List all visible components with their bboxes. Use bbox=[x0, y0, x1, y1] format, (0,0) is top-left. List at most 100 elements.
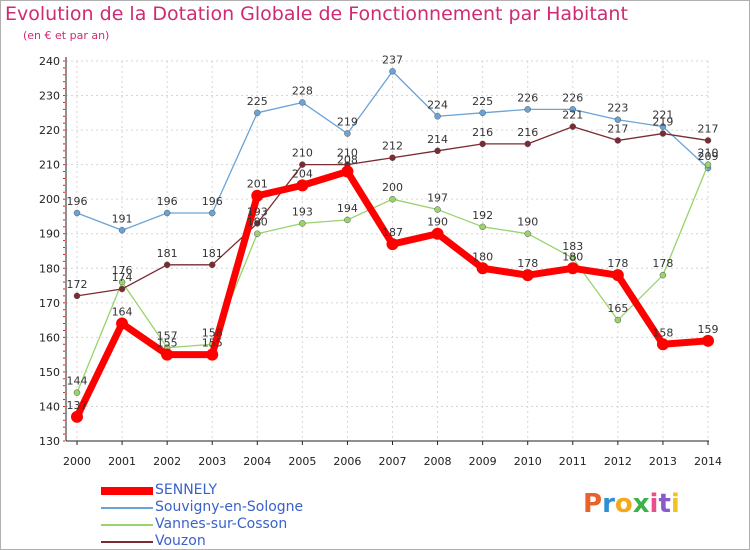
data-point bbox=[389, 154, 396, 161]
data-label: 210 bbox=[292, 147, 313, 160]
data-label: 183 bbox=[562, 240, 583, 253]
legend-label: Vannes-sur-Cosson bbox=[155, 516, 288, 532]
data-label: 164 bbox=[112, 306, 133, 319]
data-label: 221 bbox=[562, 109, 583, 122]
y-tick-label: 200 bbox=[39, 193, 60, 206]
data-point bbox=[116, 317, 129, 330]
data-label: 217 bbox=[607, 122, 628, 135]
data-point bbox=[434, 147, 441, 155]
data-point bbox=[73, 389, 81, 396]
x-tick-label: 2009 bbox=[469, 455, 497, 468]
legend-swatch bbox=[101, 541, 153, 543]
data-point bbox=[524, 230, 531, 237]
data-point bbox=[208, 261, 216, 269]
y-tick-label: 190 bbox=[39, 228, 60, 241]
line-chart: 130 140 150 160 170 180 190 200 210 220 230 240 2000… bbox=[39, 53, 722, 468]
y-tick-label: 210 bbox=[39, 159, 60, 172]
data-label: 157 bbox=[157, 330, 178, 343]
x-tick-label: 2000 bbox=[63, 455, 91, 468]
x-tick-label: 2014 bbox=[694, 455, 722, 468]
data-point bbox=[208, 209, 216, 217]
data-point bbox=[163, 261, 171, 269]
data-label: 190 bbox=[247, 216, 268, 229]
data-label: 191 bbox=[112, 212, 133, 225]
data-point bbox=[476, 262, 489, 275]
data-point bbox=[389, 68, 396, 75]
data-label: 210 bbox=[337, 147, 358, 160]
data-point bbox=[566, 262, 579, 275]
data-point bbox=[614, 137, 622, 144]
x-tick-label: 2001 bbox=[108, 455, 136, 468]
data-point bbox=[389, 195, 396, 203]
data-label: 216 bbox=[517, 126, 538, 139]
data-point bbox=[299, 220, 306, 227]
y-tick-label: 140 bbox=[39, 400, 60, 413]
data-point bbox=[341, 165, 354, 178]
data-point bbox=[118, 227, 126, 234]
x-tick-label: 2013 bbox=[649, 455, 677, 468]
data-point bbox=[659, 130, 667, 137]
data-label: 237 bbox=[382, 53, 403, 66]
data-point bbox=[299, 99, 306, 106]
data-label: 180 bbox=[562, 250, 583, 263]
data-label: 226 bbox=[517, 91, 538, 104]
data-label: 226 bbox=[562, 91, 583, 104]
data-point bbox=[254, 220, 261, 227]
data-point bbox=[251, 189, 264, 202]
data-label: 196 bbox=[67, 195, 88, 208]
data-label: 200 bbox=[382, 181, 403, 194]
x-tick-label: 2002 bbox=[153, 455, 181, 468]
data-label: 196 bbox=[157, 195, 178, 208]
legend-swatch bbox=[101, 487, 153, 495]
data-point bbox=[296, 179, 309, 192]
data-point bbox=[704, 137, 712, 144]
data-label: 190 bbox=[427, 216, 448, 229]
data-point bbox=[614, 116, 622, 123]
data-label: 193 bbox=[247, 205, 268, 218]
x-tick-label: 2010 bbox=[514, 455, 542, 468]
data-point bbox=[254, 109, 261, 117]
x-tick-label: 2004 bbox=[243, 455, 271, 468]
x-tick-label: 2005 bbox=[288, 455, 316, 468]
data-point bbox=[659, 123, 667, 130]
data-point bbox=[479, 140, 486, 148]
data-label: 155 bbox=[157, 337, 178, 350]
data-label: 225 bbox=[472, 95, 493, 108]
logo-letter: P bbox=[583, 489, 603, 519]
data-label: 228 bbox=[292, 84, 313, 97]
y-tick-label: 240 bbox=[39, 55, 60, 68]
data-point bbox=[163, 209, 171, 217]
chart-subtitle: (en € et par an) bbox=[23, 29, 110, 42]
data-point bbox=[73, 209, 81, 217]
data-point bbox=[118, 278, 126, 286]
data-point bbox=[659, 271, 667, 279]
data-point bbox=[344, 216, 351, 224]
data-label: 174 bbox=[112, 271, 133, 284]
data-point bbox=[569, 106, 577, 113]
logo-letter: r bbox=[602, 489, 615, 519]
data-point bbox=[479, 109, 486, 117]
data-label: 192 bbox=[472, 209, 493, 222]
data-point bbox=[386, 238, 399, 251]
data-point bbox=[431, 227, 444, 240]
data-point bbox=[434, 113, 441, 120]
data-label: 214 bbox=[427, 133, 448, 146]
data-label: 221 bbox=[652, 109, 673, 122]
data-point bbox=[479, 223, 486, 231]
data-point bbox=[524, 106, 531, 113]
x-tick-label: 2007 bbox=[379, 455, 407, 468]
data-label: 155 bbox=[202, 337, 223, 350]
data-point bbox=[206, 348, 219, 361]
y-tick-label: 180 bbox=[39, 262, 60, 275]
legend-label: Vouzon bbox=[155, 533, 206, 549]
legend-swatch bbox=[101, 507, 153, 509]
data-label: 223 bbox=[607, 102, 628, 115]
y-tick-label: 160 bbox=[39, 331, 60, 344]
y-tick-label: 150 bbox=[39, 366, 60, 379]
logo-letter: i bbox=[670, 489, 680, 519]
data-point bbox=[344, 130, 351, 137]
data-label: 190 bbox=[517, 216, 538, 229]
data-label: 137 bbox=[67, 399, 88, 412]
logo-letter: i bbox=[649, 489, 659, 519]
